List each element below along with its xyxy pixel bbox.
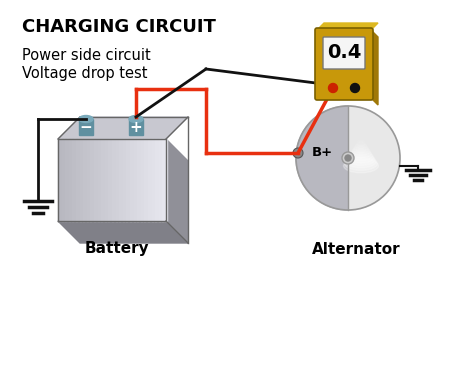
Ellipse shape (79, 116, 93, 123)
Text: +: + (129, 120, 142, 134)
Polygon shape (371, 30, 378, 105)
Text: 0.4: 0.4 (327, 44, 361, 63)
Bar (155, 139, 160, 221)
Bar (112, 139, 117, 221)
Bar (134, 139, 138, 221)
Bar (69, 139, 73, 221)
Bar (119, 139, 124, 221)
Bar (141, 139, 146, 221)
Bar (163, 139, 167, 221)
Polygon shape (166, 139, 188, 243)
Polygon shape (317, 23, 378, 30)
Bar (87, 139, 91, 221)
Circle shape (345, 155, 351, 161)
Polygon shape (58, 117, 188, 139)
Bar (109, 139, 113, 221)
Ellipse shape (344, 159, 379, 173)
Circle shape (293, 148, 303, 158)
Bar (129, 119, 143, 135)
Ellipse shape (356, 142, 365, 146)
Polygon shape (296, 106, 348, 210)
Bar (101, 139, 106, 221)
Bar (79, 119, 93, 135)
Bar (130, 139, 135, 221)
Bar (127, 139, 131, 221)
FancyBboxPatch shape (315, 28, 373, 100)
Bar (123, 139, 128, 221)
Text: Battery: Battery (85, 242, 149, 257)
Polygon shape (58, 221, 188, 243)
Circle shape (328, 83, 337, 93)
Ellipse shape (350, 150, 372, 158)
Bar (98, 139, 102, 221)
Bar (91, 139, 95, 221)
Ellipse shape (347, 154, 375, 165)
Ellipse shape (353, 146, 369, 153)
Ellipse shape (346, 156, 376, 168)
Ellipse shape (348, 153, 374, 163)
Bar (58, 139, 63, 221)
Bar (62, 139, 66, 221)
Bar (94, 139, 99, 221)
Text: CHARGING CIRCUIT: CHARGING CIRCUIT (22, 18, 216, 36)
Ellipse shape (354, 145, 368, 150)
Ellipse shape (129, 116, 143, 123)
Text: Alternator: Alternator (312, 242, 401, 257)
FancyBboxPatch shape (323, 37, 365, 69)
Bar (148, 139, 153, 221)
Bar (65, 139, 70, 221)
Bar (145, 139, 149, 221)
Polygon shape (348, 106, 400, 210)
Circle shape (342, 152, 354, 164)
Circle shape (350, 83, 359, 93)
Bar (137, 139, 142, 221)
Bar (105, 139, 109, 221)
Text: Voltage drop test: Voltage drop test (22, 66, 147, 81)
Bar (83, 139, 88, 221)
Ellipse shape (349, 151, 373, 160)
Text: −: − (80, 120, 92, 134)
Bar (152, 139, 156, 221)
Ellipse shape (352, 148, 370, 156)
Text: B+: B+ (312, 146, 333, 160)
Text: Power side circuit: Power side circuit (22, 48, 151, 63)
Ellipse shape (355, 143, 367, 148)
Bar (76, 139, 81, 221)
Bar (80, 139, 84, 221)
Ellipse shape (345, 157, 377, 170)
Bar (73, 139, 77, 221)
Bar (159, 139, 164, 221)
Bar (116, 139, 120, 221)
